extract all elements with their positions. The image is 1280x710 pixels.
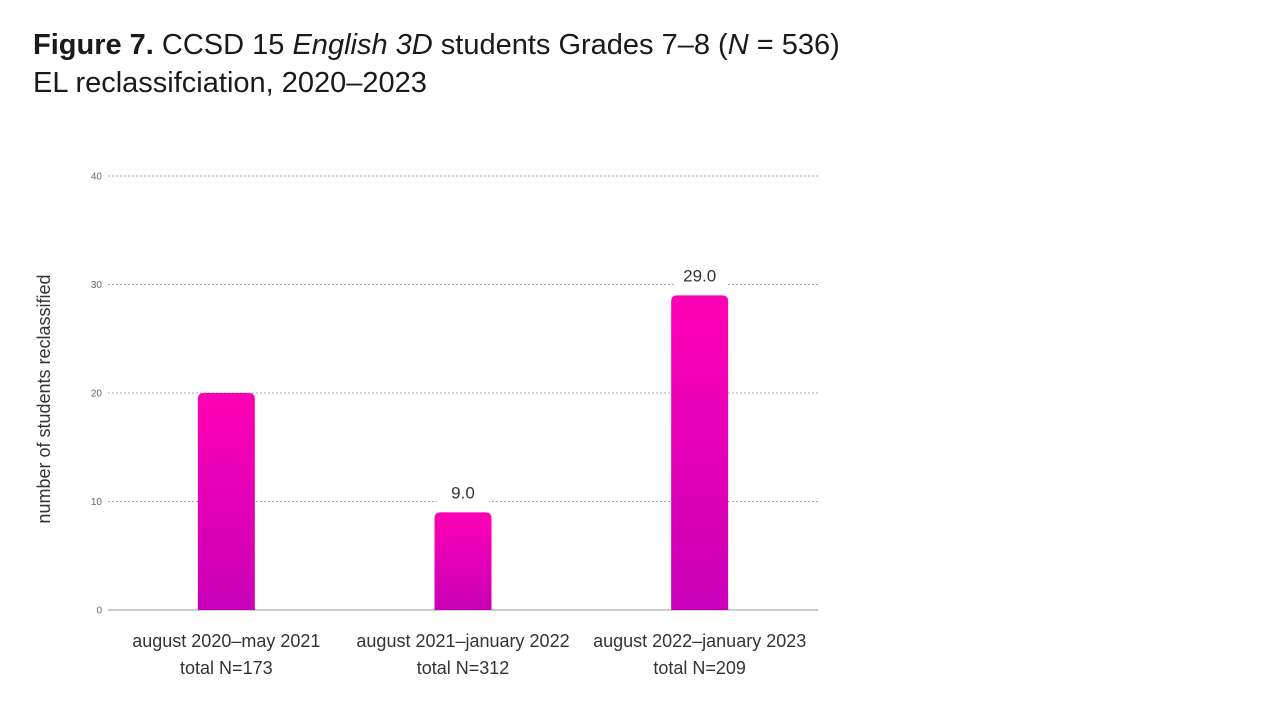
title-post: = 536) [748,29,840,61]
labels: 0 10 20 30 40 number of students reclassified… [34,172,806,679]
bars [197,295,729,610]
title-mid: students Grades 7–8 ( [432,29,728,61]
bar [671,295,729,610]
chart-title: Figure 7. CCSD 15 English 3D students Gr… [33,26,840,102]
y-tick-label: 30 [91,280,103,291]
data-label-bg [673,263,726,288]
y-tick-label: 0 [96,606,102,617]
chart-subtitle: EL reclassifciation, 2020–2023 [33,67,427,99]
data-label-bg [437,480,489,505]
x-tick-label: total N=173 [180,658,273,678]
bar [197,393,255,610]
data-label: 9.0 [451,483,475,502]
data-label: 29.0 [683,266,716,285]
y-tick-label: 20 [91,389,103,400]
figure-label: Figure 7. [33,29,154,61]
title-italic: English 3D [292,29,433,61]
y-tick-label: 40 [91,172,103,183]
x-tick-label: total N=209 [653,658,746,678]
x-tick-label: august 2020–may 2021 [132,631,320,651]
x-tick-label: august 2021–january 2022 [356,631,569,651]
title-n: N [727,29,749,61]
x-tick-label: august 2022–january 2023 [593,631,806,651]
x-tick-label: total N=312 [417,658,510,678]
bar [434,512,492,610]
title-pre: CCSD 15 [161,29,293,61]
y-tick-label: 10 [91,497,103,508]
title-line-1: Figure 7. CCSD 15 English 3D students Gr… [33,26,840,64]
y-axis-label: number of students reclassified [34,274,54,523]
